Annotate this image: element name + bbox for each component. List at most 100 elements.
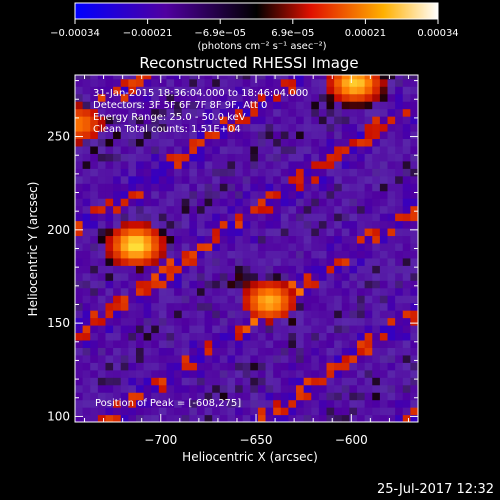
image-pixel xyxy=(75,302,84,311)
image-pixel xyxy=(196,93,206,102)
image-pixel xyxy=(357,190,366,199)
image-pixel xyxy=(349,130,358,140)
image-pixel xyxy=(75,153,84,162)
image-pixel xyxy=(204,138,213,147)
image-pixel xyxy=(219,399,229,408)
image-pixel xyxy=(174,339,183,348)
image-pixel xyxy=(288,101,297,110)
image-pixel xyxy=(174,168,183,177)
image-pixel xyxy=(151,130,160,140)
y-tick-label: 200 xyxy=(47,223,70,237)
image-pixel xyxy=(395,362,404,371)
image-pixel xyxy=(82,235,91,244)
image-pixel xyxy=(143,86,152,95)
image-pixel xyxy=(395,324,404,334)
image-pixel xyxy=(181,362,190,371)
image-pixel xyxy=(196,369,206,378)
image-pixel xyxy=(166,377,175,386)
image-pixel xyxy=(189,324,198,334)
image-pixel xyxy=(113,190,122,199)
image-pixel xyxy=(334,227,343,237)
image-pixel xyxy=(97,407,107,416)
image-pixel xyxy=(364,399,373,408)
image-pixel xyxy=(135,190,145,199)
image-pixel xyxy=(402,220,411,229)
image-pixel xyxy=(158,116,168,125)
image-pixel xyxy=(364,235,373,244)
image-pixel xyxy=(250,369,259,378)
image-pixel xyxy=(265,175,274,184)
image-pixel xyxy=(349,160,358,169)
image-pixel xyxy=(105,86,114,95)
image-pixel xyxy=(235,198,244,207)
image-pixel xyxy=(189,190,198,199)
annotation-time: 31-Jan-2015 18:36:04.000 to 18:46:04.000 xyxy=(93,88,309,99)
image-pixel xyxy=(379,213,389,222)
image-pixel xyxy=(410,175,418,184)
image-pixel xyxy=(82,414,91,422)
image-pixel xyxy=(326,265,335,274)
image-pixel xyxy=(166,414,175,422)
image-pixel xyxy=(120,399,129,408)
image-pixel xyxy=(235,384,244,393)
image-pixel xyxy=(135,145,145,154)
image-pixel xyxy=(196,220,206,229)
image-pixel xyxy=(410,93,418,102)
image-pixel xyxy=(75,280,84,289)
image-pixel xyxy=(158,377,168,386)
image-pixel xyxy=(242,86,251,95)
image-pixel xyxy=(326,392,335,401)
image-pixel xyxy=(303,369,312,378)
image-pixel xyxy=(326,377,335,386)
image-pixel xyxy=(128,116,137,125)
image-pixel xyxy=(235,175,244,184)
image-pixel xyxy=(357,369,366,378)
image-pixel xyxy=(158,265,168,274)
image-pixel xyxy=(151,377,160,386)
image-pixel xyxy=(387,384,396,393)
image-pixel xyxy=(250,354,259,363)
image-pixel xyxy=(372,384,381,393)
image-pixel xyxy=(318,377,328,386)
image-pixel xyxy=(105,280,114,289)
image-pixel xyxy=(288,369,297,378)
image-pixel xyxy=(181,101,190,110)
colorbar-ticks xyxy=(74,19,439,24)
image-pixel xyxy=(265,198,274,207)
image-pixel xyxy=(265,265,274,274)
image-pixel xyxy=(303,362,312,371)
image-pixel xyxy=(151,250,160,259)
image-pixel xyxy=(235,145,244,154)
image-pixel xyxy=(349,354,358,363)
image-pixel xyxy=(174,116,183,125)
image-pixel xyxy=(387,287,396,296)
image-pixel xyxy=(288,220,297,229)
image-pixel xyxy=(288,324,297,334)
image-pixel xyxy=(364,280,373,289)
image-pixel xyxy=(204,190,213,199)
image-pixel xyxy=(212,93,221,102)
image-pixel xyxy=(113,257,122,266)
image-pixel xyxy=(196,168,206,177)
image-pixel xyxy=(166,295,175,304)
image-pixel xyxy=(166,190,175,199)
image-pixel xyxy=(227,324,236,334)
image-pixel xyxy=(181,175,190,184)
image-pixel xyxy=(341,295,350,304)
image-pixel xyxy=(174,78,183,87)
image-pixel xyxy=(151,369,160,378)
image-pixel xyxy=(303,287,312,296)
image-pixel xyxy=(288,414,297,422)
image-pixel xyxy=(143,235,152,244)
image-pixel xyxy=(189,354,198,363)
image-pixel xyxy=(82,310,91,319)
image-pixel xyxy=(357,116,366,125)
image-pixel xyxy=(250,183,259,192)
image-pixel xyxy=(273,354,282,363)
image-pixel xyxy=(257,86,267,95)
image-pixel xyxy=(90,242,99,251)
image-pixel xyxy=(105,190,114,199)
image-pixel xyxy=(166,168,175,177)
image-pixel xyxy=(410,130,418,140)
image-pixel xyxy=(120,153,129,162)
